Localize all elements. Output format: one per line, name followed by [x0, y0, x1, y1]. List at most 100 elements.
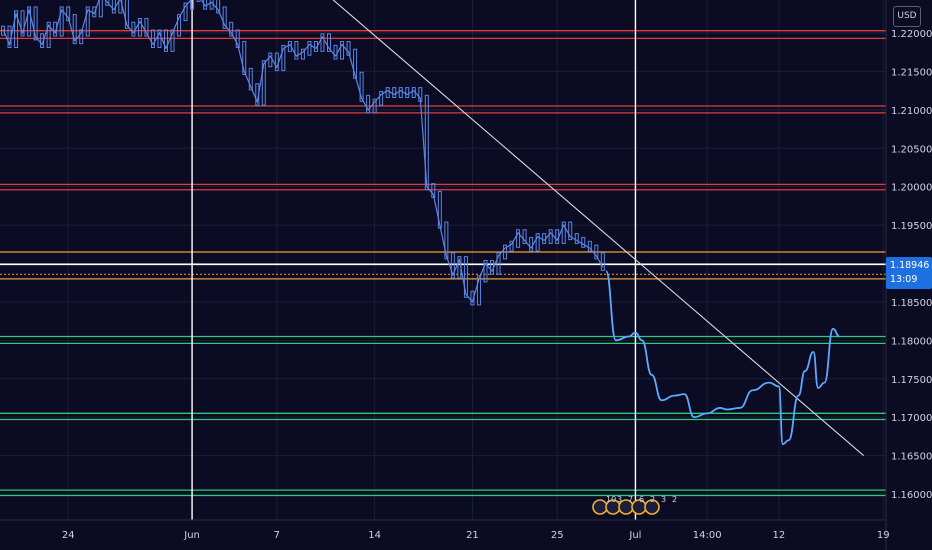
candle [379, 90, 384, 106]
candle [216, 0, 221, 14]
candle [235, 29, 240, 49]
y-tick-label: 1.17500 [891, 375, 932, 386]
candle [542, 233, 547, 244]
grid-lines [0, 0, 886, 520]
candle [1, 25, 5, 36]
candle [313, 41, 318, 52]
price-history-series [1, 0, 605, 306]
economic-events: 10 3 7 6 2 3 2 [592, 495, 677, 515]
candle [490, 260, 494, 275]
y-tick-label: 1.21000 [891, 106, 932, 117]
candle [359, 71, 364, 102]
event-count-label: 7 [628, 495, 633, 504]
candle [190, 0, 195, 10]
event-count-label: 2 [672, 495, 677, 504]
candle [164, 29, 168, 52]
candle [124, 0, 129, 29]
candle [183, 2, 188, 22]
y-tick-label: 1.20500 [891, 144, 932, 155]
candle [248, 67, 253, 91]
candle [196, 0, 201, 2]
candle [470, 290, 475, 306]
candle [516, 229, 521, 248]
candle [561, 221, 566, 244]
candle [548, 229, 553, 244]
candle [281, 44, 286, 72]
candle [287, 41, 292, 52]
candle [496, 252, 501, 275]
time-axis: 24 Jun 7 14 21 25 Jul 14:00 12 19 [0, 519, 890, 541]
bar-countdown: 13:09 [890, 274, 918, 285]
y-tick-label: 1.16500 [891, 452, 932, 463]
projection-path [605, 270, 840, 445]
candle [424, 94, 429, 191]
current-price-value: 1.18946 [890, 260, 930, 271]
candle [7, 25, 12, 49]
candle [450, 252, 455, 279]
x-tick-label: 21 [466, 530, 479, 541]
candle [457, 256, 462, 279]
candle [307, 41, 312, 56]
candle [594, 244, 599, 260]
y-tick-label: 1.17000 [891, 413, 932, 424]
trendline [332, 0, 864, 457]
candle [340, 41, 345, 60]
y-tick-label: 1.18500 [891, 298, 932, 309]
candle [20, 10, 25, 37]
candle [372, 98, 377, 114]
event-count-label: 3 [661, 495, 666, 504]
candle [333, 44, 338, 60]
current-price-badge: 1.18946 13:09 [886, 257, 932, 289]
x-tick-label: Jul [628, 530, 641, 541]
candle [33, 6, 38, 41]
candle [177, 14, 182, 37]
candle [529, 236, 534, 252]
x-tick-label: 12 [773, 530, 786, 541]
candle [294, 41, 299, 60]
candle [574, 233, 579, 244]
candle [385, 87, 390, 98]
candle [118, 0, 123, 14]
candle [268, 52, 273, 68]
candle [476, 275, 481, 306]
candle [398, 87, 403, 98]
candle [463, 256, 468, 298]
candle [444, 221, 449, 260]
event-count-label: 3 [617, 495, 622, 504]
candle [72, 14, 77, 45]
candle [483, 260, 488, 283]
candle [353, 48, 358, 79]
x-tick-label: 14:00 [693, 530, 722, 541]
candle [203, 0, 208, 10]
candle [92, 6, 97, 18]
candle [366, 94, 371, 114]
y-tick-label: 1.21500 [891, 67, 932, 78]
candle [53, 21, 58, 37]
candle [157, 29, 162, 49]
candle [137, 17, 142, 37]
y-tick-label: 1.16000 [891, 490, 932, 501]
currency-button[interactable]: USD [893, 6, 921, 27]
candle [222, 6, 227, 29]
event-icon [644, 499, 660, 515]
candle [522, 229, 527, 244]
candle [320, 33, 325, 52]
us-flag-icon [592, 499, 608, 515]
event-count-label: 6 [639, 495, 644, 504]
candle [509, 240, 514, 252]
candle [144, 17, 149, 37]
candle [111, 0, 116, 14]
candle [150, 29, 155, 49]
candle [437, 190, 442, 229]
candle [59, 6, 64, 37]
candle [261, 60, 266, 106]
event-count-label: 10 [606, 495, 616, 504]
candle [105, 0, 110, 6]
candle [392, 87, 397, 98]
x-tick-label: 14 [368, 530, 381, 541]
candle [555, 229, 560, 244]
candle [431, 183, 436, 198]
candle [405, 87, 410, 98]
x-tick-label: 24 [62, 530, 75, 541]
